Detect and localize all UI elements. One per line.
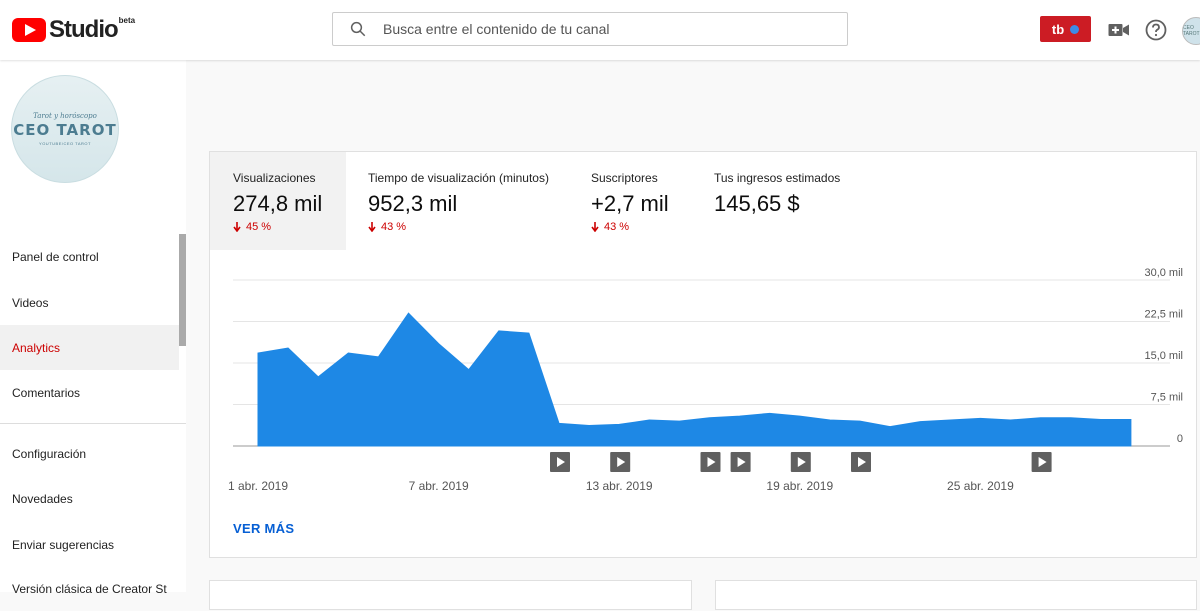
tubebuddy-status-dot (1070, 25, 1079, 34)
y-tick-label: 7,5 mil (1151, 392, 1183, 404)
channel-avatar-tagline: Tarot y horóscopo (33, 112, 97, 120)
sidebar-scrollbar[interactable] (179, 234, 186, 346)
sidebar-item-label: Enviar sugerencias (12, 538, 114, 552)
sidebar-item-comentarios[interactable]: Comentarios (0, 370, 179, 415)
x-tick-label: 13 abr. 2019 (586, 479, 653, 493)
y-tick-label: 30,0 mil (1144, 267, 1183, 279)
sidebar-item-label: Videos (12, 296, 48, 310)
sidebar-item-label: Novedades (12, 492, 73, 506)
help-button[interactable] (1144, 18, 1168, 42)
secondary-card-right (715, 580, 1197, 610)
studio-logo[interactable]: Studio beta (12, 16, 135, 44)
x-tick-label: 1 abr. 2019 (228, 479, 288, 493)
sidebar-item-videos[interactable]: Videos (0, 280, 179, 325)
sidebar-item-label: Analytics (12, 341, 60, 355)
sidebar-item-analytics[interactable]: Analytics (0, 325, 179, 370)
y-tick-label: 15,0 mil (1144, 350, 1183, 362)
search-icon (349, 20, 367, 38)
sidebar-item-label: Versión clásica de Creator St (12, 582, 167, 596)
help-icon (1145, 19, 1167, 41)
sidebar-item-panel[interactable]: Panel de control (0, 234, 179, 279)
youtube-play-icon (12, 18, 46, 42)
search-input[interactable] (383, 21, 823, 37)
sidebar-item-label: Configuración (12, 447, 86, 461)
views-series-area (258, 313, 1131, 446)
sidebar-item-configuracion[interactable]: Configuración (0, 431, 179, 476)
x-tick-label: 25 abr. 2019 (947, 479, 1014, 493)
sidebar-item-classic-studio[interactable]: Versión clásica de Creator St (0, 566, 179, 611)
sidebar: Tarot y horóscopo CEO TAROT YOUTUBE/CEO … (0, 60, 186, 592)
search-box[interactable] (332, 12, 848, 46)
y-tick-label: 22,5 mil (1144, 309, 1183, 321)
tubebuddy-button[interactable]: tb (1040, 16, 1091, 42)
account-avatar-text: CEO TAROT (1183, 25, 1200, 37)
video-camera-plus-icon (1108, 22, 1130, 38)
tubebuddy-label: tb (1052, 22, 1064, 37)
top-bar: Studio beta tb CEO TAROT (0, 0, 1200, 60)
channel-avatar[interactable]: Tarot y horóscopo CEO TAROT YOUTUBE/CEO … (11, 75, 119, 183)
secondary-card-left (209, 580, 692, 610)
sidebar-item-novedades[interactable]: Novedades (0, 476, 179, 521)
x-tick-label: 7 abr. 2019 (409, 479, 469, 493)
create-video-button[interactable] (1107, 18, 1131, 42)
channel-avatar-name: CEO TAROT (13, 121, 116, 139)
channel-avatar-url: YOUTUBE/CEO TAROT (39, 141, 91, 146)
sidebar-item-sugerencias[interactable]: Enviar sugerencias (0, 522, 179, 567)
logo-text: Studio (49, 16, 118, 44)
sidebar-item-label: Comentarios (12, 386, 80, 400)
y-tick-label: 0 (1177, 433, 1183, 445)
logo-beta-badge: beta (119, 16, 135, 25)
x-tick-label: 19 abr. 2019 (766, 479, 833, 493)
sidebar-divider (0, 423, 186, 424)
views-area-chart: 30,0 mil 22,5 mil 15,0 mil 7,5 mil 0 1 abr. 2… (210, 152, 1198, 512)
see-more-link[interactable]: VER MÁS (233, 521, 294, 536)
account-avatar[interactable]: CEO TAROT (1182, 17, 1200, 45)
sidebar-item-label: Panel de control (12, 250, 99, 264)
analytics-card: Visualizaciones 274,8 mil 45 % Tiempo de… (209, 151, 1197, 558)
